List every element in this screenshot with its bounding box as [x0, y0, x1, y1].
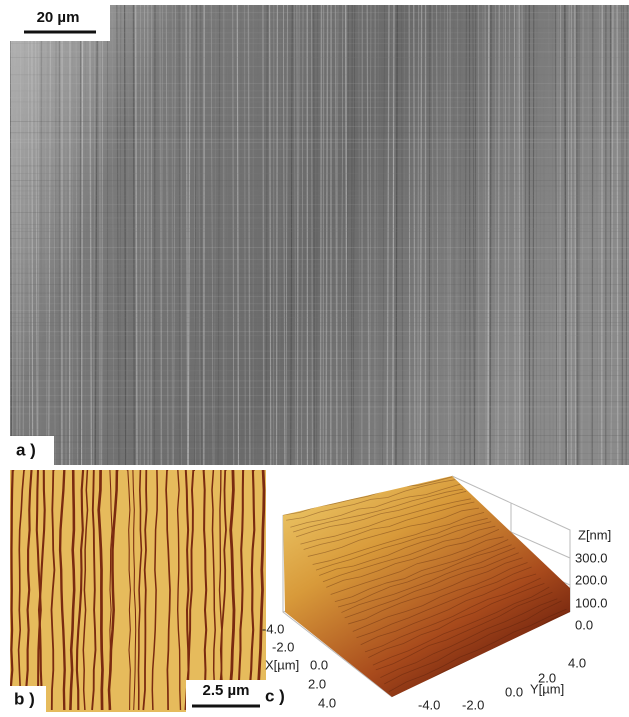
texture-line — [560, 5, 561, 465]
scale-label: 20 µm — [37, 9, 80, 26]
texture-line — [490, 5, 491, 465]
texture-line — [485, 5, 486, 465]
texture-line — [463, 5, 464, 465]
z-axis-title: Z[nm] — [578, 527, 611, 542]
y-tick: 0.0 — [505, 684, 523, 699]
y-axis-title: Y[µm] — [530, 681, 564, 696]
texture-line — [418, 5, 419, 465]
texture-line — [460, 5, 461, 465]
texture-line — [488, 5, 489, 465]
x-tick: -4.0 — [262, 621, 284, 636]
texture-line — [32, 5, 33, 465]
texture-line — [575, 5, 576, 465]
texture-line — [617, 5, 618, 465]
texture-line — [592, 5, 593, 465]
texture-line — [602, 5, 603, 465]
panel-label: a ) — [16, 440, 36, 459]
figure-svg: 20 µm a ) b ) 2.5 µm c ) Z[nm] 300.0 200… — [0, 0, 629, 717]
y-tick: -4.0 — [418, 697, 440, 712]
y-tick: 4.0 — [568, 655, 586, 670]
x-tick: 0.0 — [310, 657, 328, 672]
x-tick: 2.0 — [308, 676, 326, 691]
texture-line — [540, 5, 541, 465]
figure: 20 µm a ) b ) 2.5 µm c ) Z[nm] 300.0 200… — [0, 0, 629, 717]
texture-line — [409, 5, 410, 465]
stripe — [273, 470, 276, 710]
scale-label: 2.5 µm — [203, 682, 250, 699]
x-axis-title: X[µm] — [265, 657, 299, 672]
texture-line — [514, 5, 515, 465]
stripe — [0, 470, 1, 710]
texture-line — [133, 5, 134, 465]
texture-line — [151, 5, 152, 465]
panel-label: b ) — [14, 689, 35, 708]
texture-line — [154, 5, 155, 465]
texture-line — [263, 5, 264, 465]
z-tick: 0.0 — [575, 617, 593, 632]
z-tick: 100.0 — [575, 595, 608, 610]
z-tick: 200.0 — [575, 572, 608, 587]
y-tick: -2.0 — [462, 697, 484, 712]
texture-line — [41, 5, 42, 465]
x-tick: -2.0 — [272, 639, 294, 654]
texture-line — [533, 5, 534, 465]
stripe — [0, 470, 5, 710]
x-tick: 4.0 — [318, 695, 336, 710]
panel-label: c ) — [265, 686, 285, 705]
z-tick: 300.0 — [575, 550, 608, 565]
texture-line — [470, 5, 471, 465]
texture-line — [519, 5, 520, 465]
